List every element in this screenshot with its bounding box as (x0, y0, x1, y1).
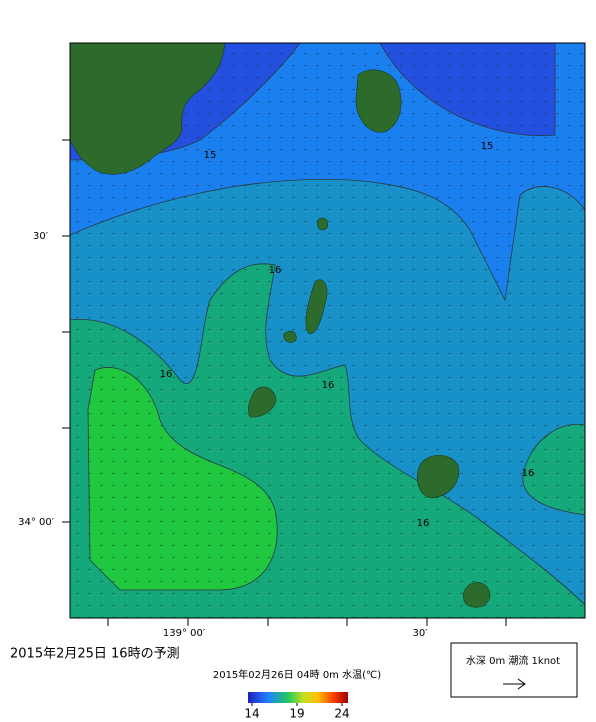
contour-labels: 15 15 16 16 16 16 16 (160, 141, 535, 529)
contour-label: 16 (160, 369, 173, 380)
subtitle: 2015年02月26日 04時 0m 水温(℃) (213, 668, 381, 681)
contour-label: 15 (204, 150, 217, 161)
legend-text: 水深 0m 潮流 1knot (466, 654, 560, 667)
contour-label: 15 (481, 141, 494, 152)
title: 2015年2月25日 16時の予測 (10, 647, 180, 662)
lat-label: 34° 00′ (18, 517, 55, 528)
lat-label: 30′ (33, 231, 49, 242)
legend-arrow (503, 678, 526, 690)
colorbar-tick-label: 24 (334, 707, 349, 721)
contour-label: 16 (417, 518, 430, 529)
contour-label: 16 (522, 468, 535, 479)
legend-box (450, 642, 578, 698)
lon-label: 30′ (413, 628, 429, 639)
colorbar-tick-label: 14 (244, 707, 259, 721)
axis-ticks (62, 139, 507, 626)
map (70, 43, 585, 618)
colorbar-tick-label: 19 (289, 707, 304, 721)
contour-label: 16 (322, 380, 335, 391)
colorbar-ticks: 14 19 24 (244, 703, 350, 721)
colorbar (248, 692, 348, 703)
map-frame (69, 42, 586, 619)
contour-label: 16 (269, 265, 282, 276)
lon-label: 139° 00′ (163, 628, 206, 639)
